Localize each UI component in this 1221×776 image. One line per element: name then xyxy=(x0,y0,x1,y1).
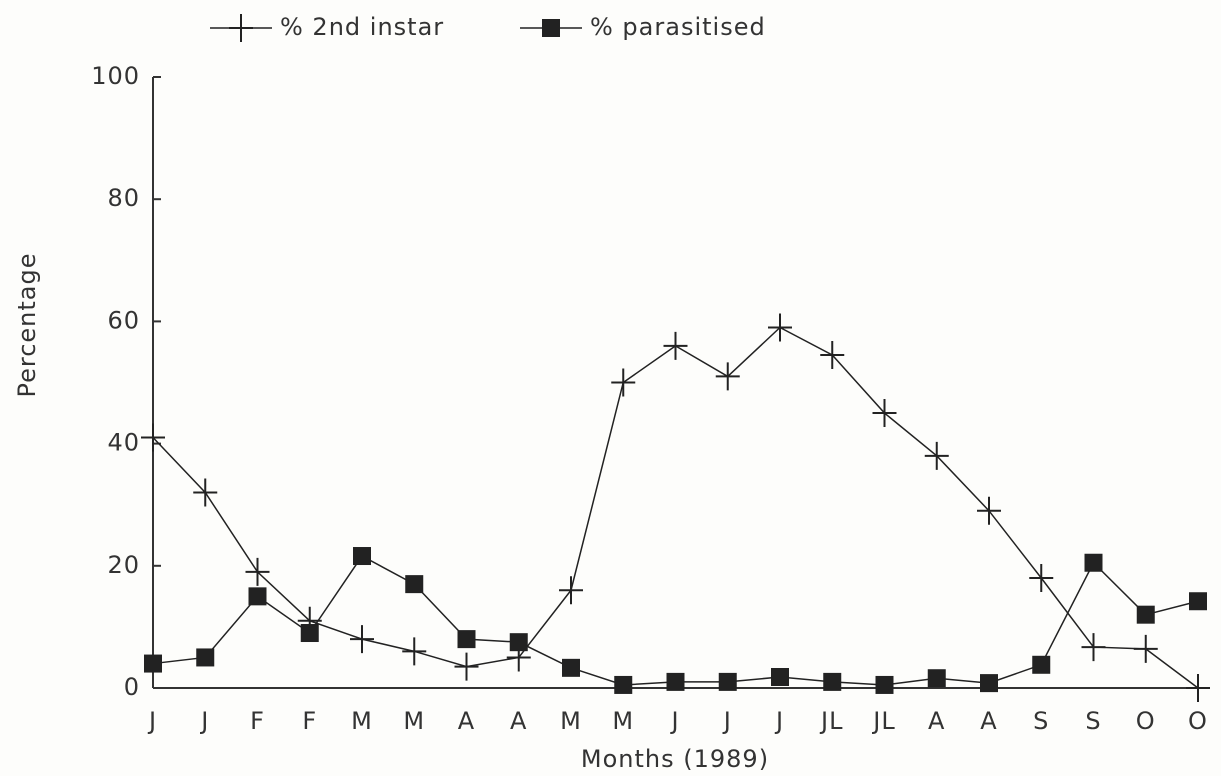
y-tick-label: 0 xyxy=(124,673,140,701)
x-tick-label: J xyxy=(199,707,209,735)
x-tick-label: S xyxy=(1085,707,1101,735)
point xyxy=(141,423,165,452)
point xyxy=(875,675,894,694)
point xyxy=(771,668,789,687)
point xyxy=(405,575,424,594)
x-tick-label: M xyxy=(612,707,634,735)
x-tick-label: S xyxy=(1033,707,1049,735)
point xyxy=(350,625,374,654)
point xyxy=(927,669,946,688)
point xyxy=(1029,564,1054,593)
x-tick-label: F xyxy=(250,707,265,735)
x-tick-label: M xyxy=(403,707,425,735)
point xyxy=(872,399,897,428)
point xyxy=(300,624,319,643)
x-tick-label: O xyxy=(1136,707,1156,735)
point xyxy=(1136,605,1155,624)
point xyxy=(509,633,528,652)
point xyxy=(193,478,218,507)
point xyxy=(980,674,998,693)
point xyxy=(454,652,479,681)
point xyxy=(823,672,842,691)
legend-label: % 2nd instar xyxy=(280,13,444,41)
point xyxy=(1032,655,1051,674)
point xyxy=(1133,634,1158,663)
legend-marker xyxy=(229,14,253,42)
x-tick-label: J xyxy=(722,707,732,735)
x-tick-label: A xyxy=(458,707,475,735)
x-axis-label: Months (1989) xyxy=(581,745,769,773)
y-tick-label: 80 xyxy=(107,184,140,212)
x-tick-label: F xyxy=(302,707,317,735)
point xyxy=(715,362,740,391)
x-tick-label: A xyxy=(980,707,997,735)
point xyxy=(196,648,215,667)
x-tick-label: J xyxy=(774,707,784,735)
y-tick-label: 60 xyxy=(107,306,140,334)
x-tick-label: A xyxy=(510,707,527,735)
point xyxy=(1189,592,1207,611)
x-tick-label: J xyxy=(147,707,157,735)
y-tick-label: 40 xyxy=(107,429,140,457)
point xyxy=(1081,633,1106,662)
point xyxy=(666,672,685,691)
legend-label: % parasitised xyxy=(590,13,766,41)
x-tick-label: M xyxy=(560,707,582,735)
point xyxy=(1186,674,1210,702)
point xyxy=(611,368,636,397)
point xyxy=(614,675,633,694)
point xyxy=(245,557,270,586)
point xyxy=(820,341,845,370)
point xyxy=(144,654,162,673)
point xyxy=(559,576,583,605)
x-tick-label: JL xyxy=(819,707,843,735)
point xyxy=(562,658,580,677)
point xyxy=(248,587,267,606)
y-tick-label: 100 xyxy=(91,62,140,90)
point xyxy=(718,672,737,691)
x-tick-label: O xyxy=(1188,707,1208,735)
point xyxy=(457,630,476,649)
point xyxy=(924,441,949,470)
point xyxy=(353,547,371,566)
x-tick-label: M xyxy=(351,707,373,735)
x-tick-label: J xyxy=(669,707,679,735)
point xyxy=(768,313,792,342)
y-tick-label: 20 xyxy=(107,551,140,579)
point xyxy=(402,637,427,666)
x-tick-label: JL xyxy=(871,707,895,735)
x-tick-label: A xyxy=(928,707,945,735)
point xyxy=(1084,553,1103,572)
legend-marker xyxy=(542,19,560,37)
point xyxy=(663,331,688,360)
y-axis-label: Percentage xyxy=(13,252,41,397)
point xyxy=(977,496,1001,525)
